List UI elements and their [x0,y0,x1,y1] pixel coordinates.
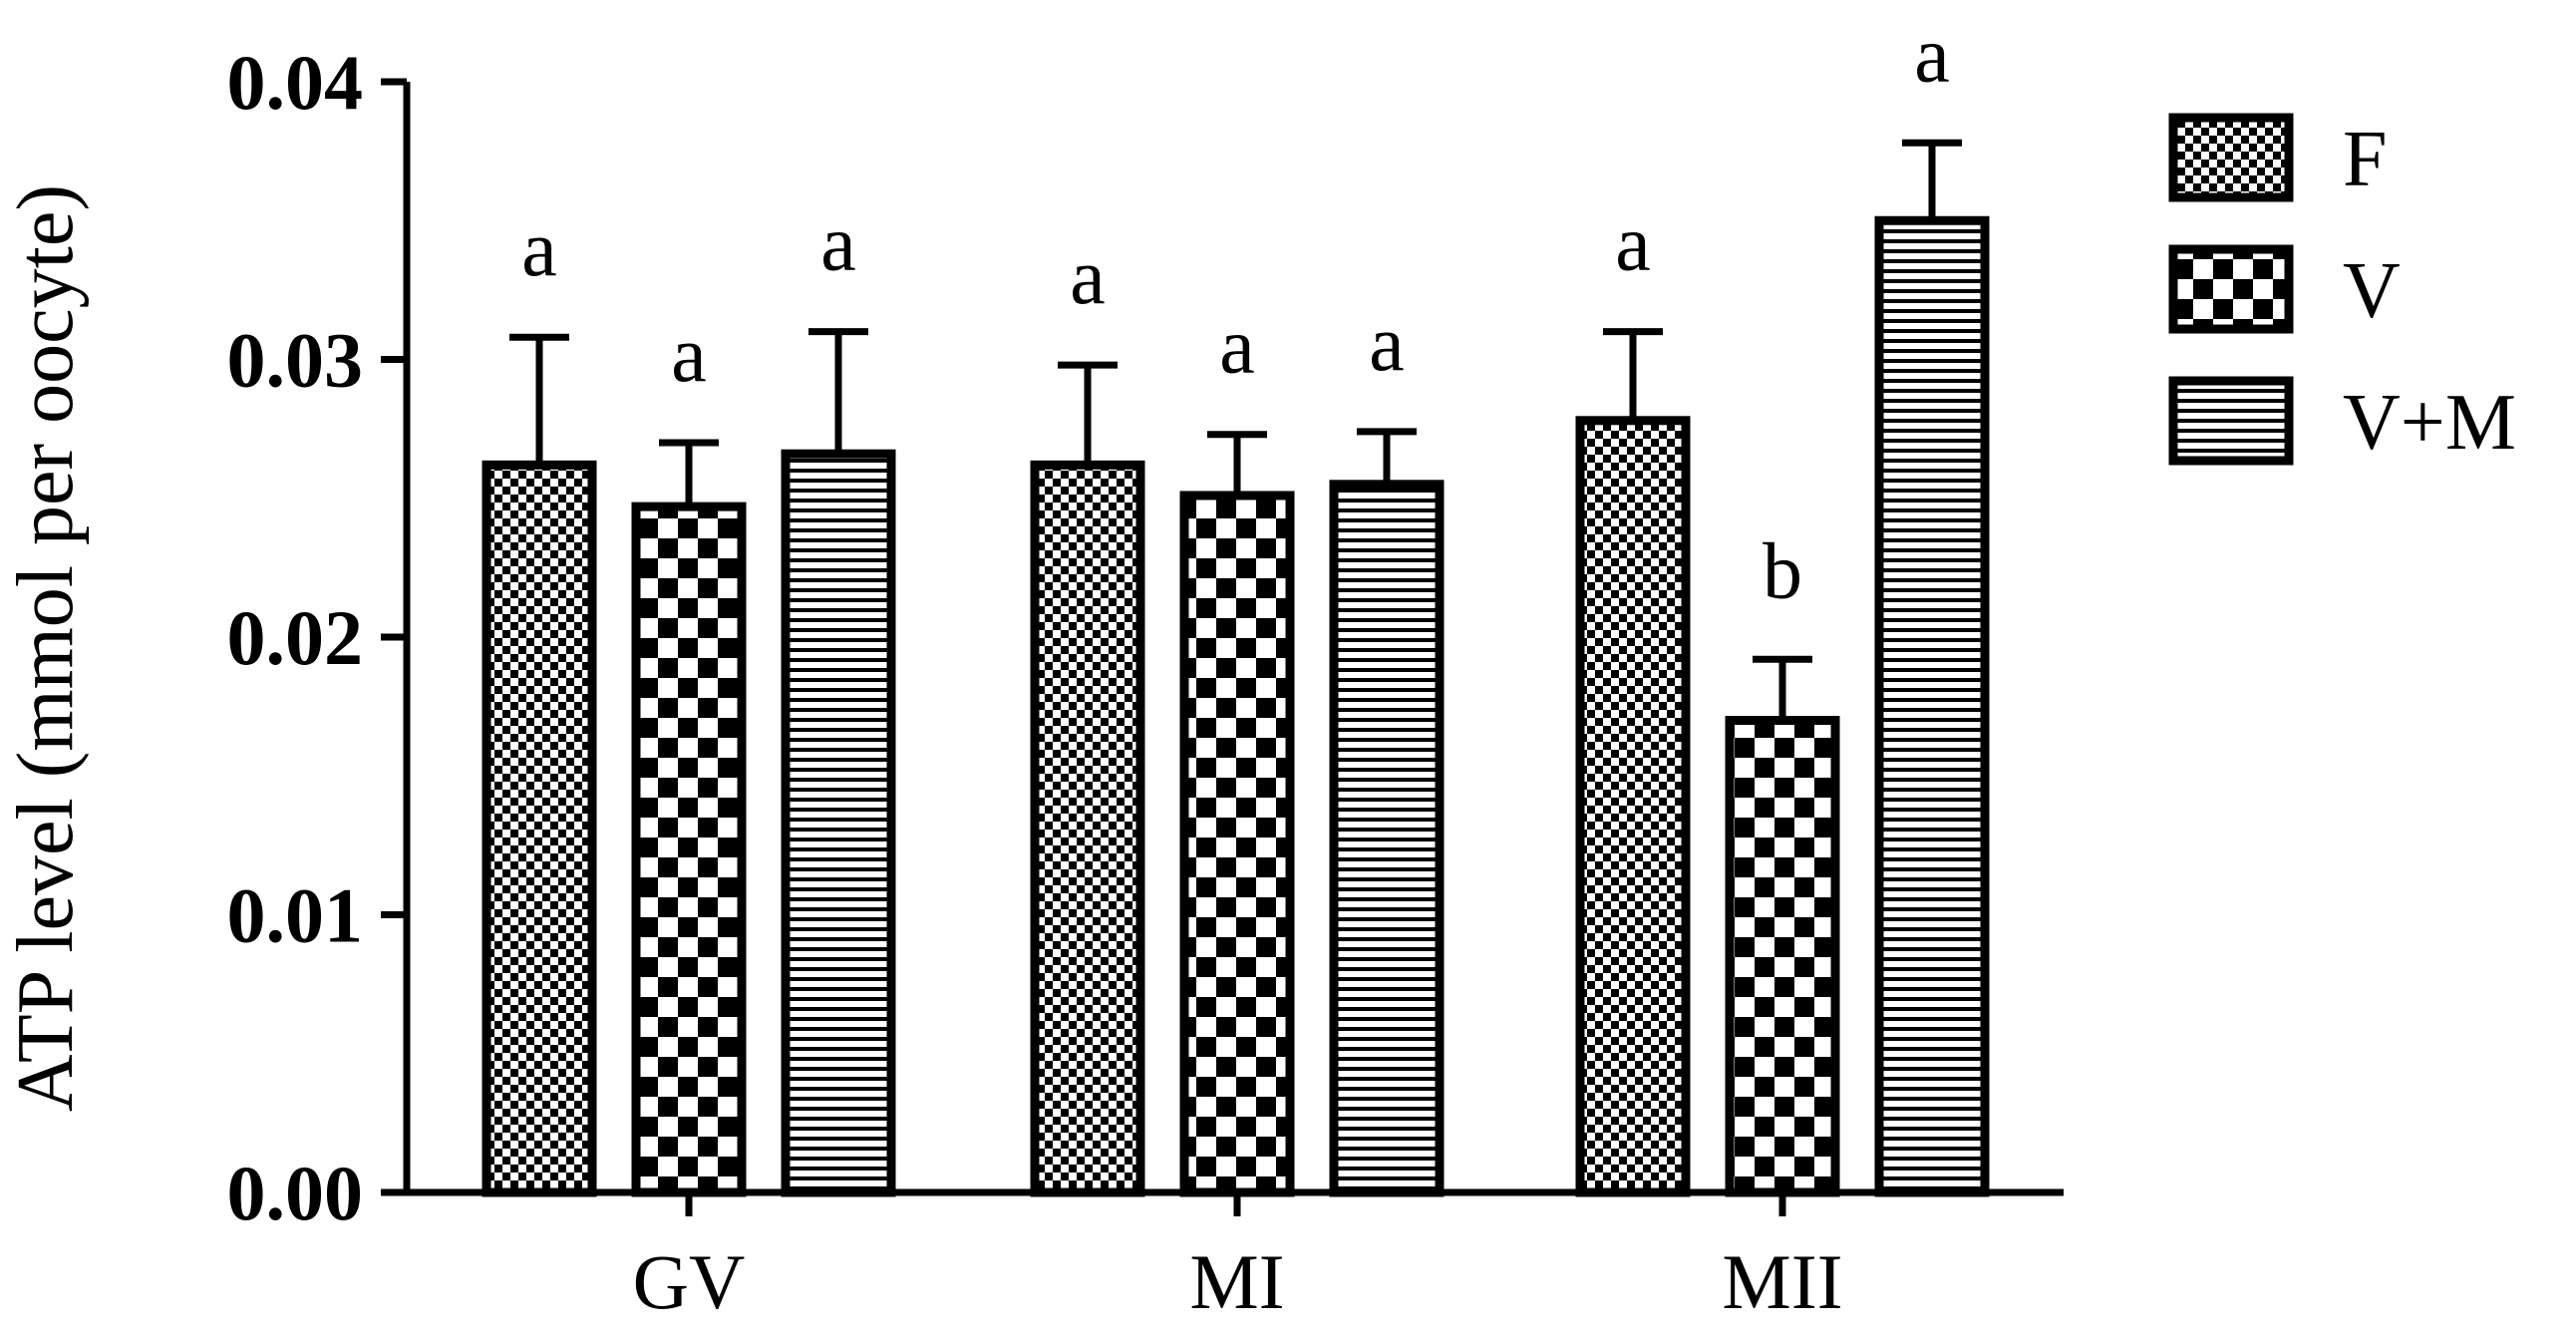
significance-label: b [1763,527,1802,615]
legend-label: F [2343,116,2388,203]
significance-label: a [1219,303,1255,391]
axes: 0.00 0.01 0.02 0.03 0.04 GV MI MII [227,39,2064,1325]
significance-label: a [820,200,856,288]
legend-swatch [2168,244,2294,334]
y-tick-label: 0.01 [227,872,364,959]
x-category-label: GV [633,1238,746,1325]
legend-label: V+M [2343,379,2516,467]
y-tick-label: 0.00 [227,1150,364,1236]
significance-label: a [1615,200,1651,288]
legend-swatch [2168,113,2294,202]
bar-v-plus-m-mii [1874,215,1990,1197]
y-axis-label: ATP level (mmol per oocyte) [2,184,90,1112]
legend-label: V [2343,247,2401,335]
y-tick-label: 0.03 [227,317,364,404]
bars-group: a a a a a a a b a [482,11,1990,1197]
bar-v-mi [1179,491,1295,1197]
significance-label: a [671,311,707,399]
x-category-label: MI [1189,1238,1284,1325]
bar-v-gv [631,502,747,1197]
legend: FV V+M [2168,113,2516,467]
significance-label: a [521,205,557,293]
significance-label: a [1369,300,1405,388]
bar-v-plus-m-mi [1329,480,1445,1197]
bar-f-gv [482,460,597,1197]
y-tick-label: 0.02 [227,594,364,681]
bar-f-mii [1575,416,1691,1197]
bar-v-mii [1725,716,1840,1197]
y-tick-label: 0.04 [227,39,364,126]
significance-label: a [1914,11,1950,99]
significance-label: a [1070,233,1106,321]
bar-f-mi [1030,460,1145,1197]
x-category-label: MII [1722,1238,1842,1325]
bar-v-plus-m-gv [781,449,896,1197]
legend-swatch [2168,376,2294,466]
